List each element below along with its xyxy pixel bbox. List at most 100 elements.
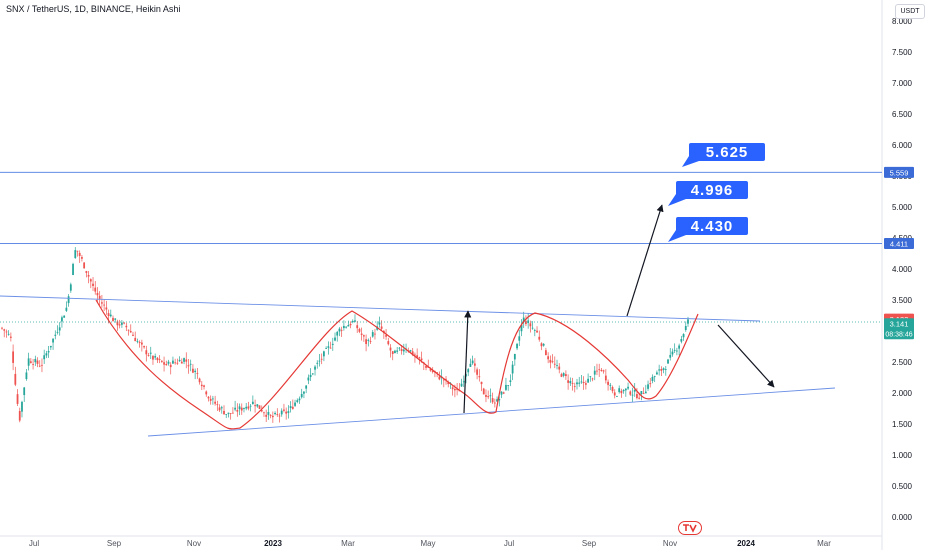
candle-body (34, 358, 37, 363)
target-box-1[interactable] (676, 181, 748, 199)
candle-body (558, 366, 561, 370)
target-labels: 5.625 4.996 4.430 (668, 143, 765, 242)
candle-body (307, 377, 310, 381)
candle-body (220, 407, 223, 409)
y-tick-label-15: 0.500 (892, 482, 913, 491)
up-arrow-left[interactable] (463, 310, 472, 414)
candle-body (176, 362, 179, 364)
candle-body (485, 394, 487, 397)
candle-body (611, 386, 614, 392)
candle-body (658, 369, 661, 371)
candle-body (447, 382, 450, 385)
candle-body (43, 355, 46, 360)
candle-body (285, 411, 288, 414)
candle-body (231, 412, 234, 414)
candle-body (269, 415, 272, 416)
candle-body (582, 381, 585, 384)
candle-body (569, 381, 572, 384)
price-axis[interactable]: 8.0007.5007.0006.5006.0005.5005.0004.500… (892, 17, 913, 522)
candle-body (56, 331, 59, 333)
candle-body (118, 324, 121, 326)
candle-body (340, 329, 343, 331)
candle-body (287, 411, 290, 413)
candle-body (63, 315, 66, 318)
y-tick-label-6: 5.000 (892, 203, 913, 212)
candle-body (167, 361, 170, 364)
candle-body (123, 322, 126, 324)
candle-body (571, 383, 574, 384)
candle-body (351, 320, 354, 323)
candle-body (391, 351, 394, 354)
candle-body (138, 342, 141, 343)
candle-body (192, 368, 194, 373)
candle-body (653, 376, 656, 378)
candle-body (431, 370, 434, 373)
current-price-label: 3.141 (890, 319, 909, 328)
candle-body (525, 321, 527, 325)
candle-body (473, 363, 476, 366)
candle-body (114, 318, 117, 320)
candle-body (538, 336, 541, 340)
candle-body (198, 378, 201, 383)
upper-trendline[interactable] (0, 295, 761, 322)
candle-body (624, 388, 627, 391)
candle-body (549, 359, 552, 363)
candle-body (354, 320, 356, 322)
y-tick-label-3: 6.500 (892, 110, 913, 119)
up-arrow-target[interactable] (626, 204, 664, 317)
candle-body (593, 370, 596, 375)
candle-body (300, 393, 303, 398)
candle-body (400, 349, 403, 352)
candle-body (49, 345, 52, 348)
horizontal-levels: 5.559 4.411 (0, 166, 914, 250)
candle-body (644, 391, 647, 394)
candle-body (580, 381, 583, 383)
candle-body (367, 339, 370, 341)
candle-body (258, 405, 261, 409)
candle-body (54, 334, 57, 336)
candle-body (65, 307, 68, 311)
candle-body (314, 366, 316, 370)
horizontal-level-badge-1 (884, 238, 914, 250)
candle-body (562, 373, 565, 376)
candle-body (358, 328, 361, 332)
time-axis[interactable]: Jul Sep Nov 2023 Mar May Jul Sep Nov 2024 Mar (29, 539, 831, 548)
candle-body (303, 391, 305, 394)
candle-body (187, 365, 190, 367)
candle-body (394, 350, 396, 354)
candle-body (374, 333, 376, 335)
target-box-2[interactable] (676, 217, 748, 235)
candle-body (667, 359, 669, 364)
candle-body (18, 411, 21, 421)
candle-body (414, 354, 416, 356)
candle-body (160, 360, 163, 362)
candle-body (29, 361, 32, 363)
candle-body (196, 373, 199, 374)
candle-body (411, 351, 414, 355)
current-price-badge (884, 318, 914, 340)
candle-body (298, 398, 301, 401)
candle-body (194, 370, 197, 373)
candle-body (12, 351, 15, 363)
x-tick-label-3: 2023 (264, 539, 282, 548)
currency-badge[interactable]: USDT (895, 4, 925, 19)
down-arrow[interactable] (717, 324, 775, 388)
candle-body (207, 396, 210, 399)
candle-body (564, 374, 567, 377)
candle-body (134, 337, 137, 342)
candle-body (365, 339, 367, 345)
y-tick-label-13: 1.500 (892, 420, 913, 429)
candle-body (209, 398, 212, 401)
candle-body (487, 396, 490, 398)
candle-body (311, 373, 314, 375)
pattern-curve[interactable] (95, 299, 699, 430)
candle-body (480, 381, 483, 385)
lower-trendline[interactable] (147, 387, 836, 437)
target-box-0[interactable] (689, 143, 765, 161)
candle-body (27, 358, 30, 366)
candle-body (640, 390, 643, 394)
horizontal-level-label-0: 5.559 (890, 168, 909, 177)
candle-body (25, 372, 28, 380)
candle-body (622, 389, 625, 392)
